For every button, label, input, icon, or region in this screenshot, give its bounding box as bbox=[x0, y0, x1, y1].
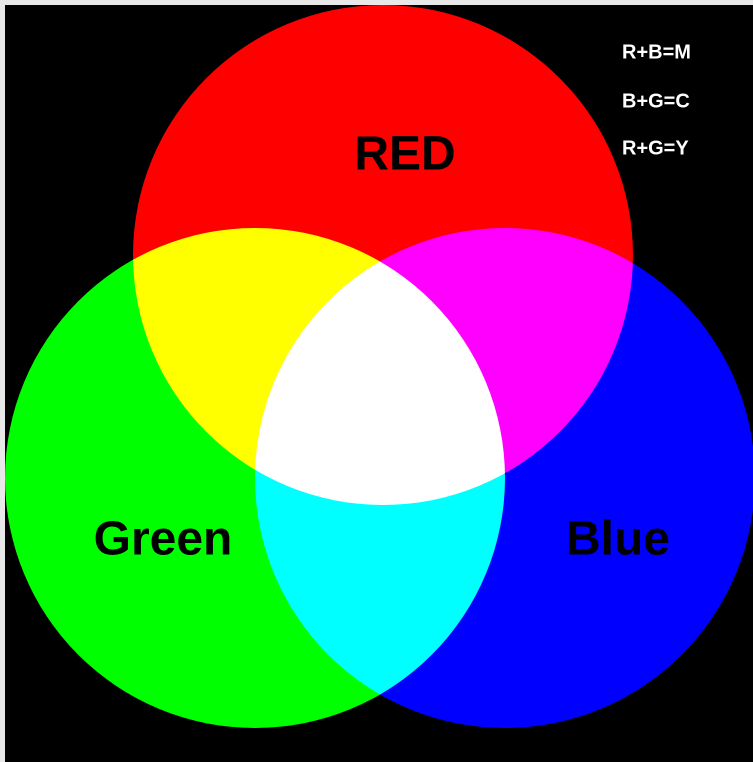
legend-entry: R+G=Y bbox=[622, 137, 689, 159]
circles bbox=[5, 5, 753, 728]
blue-label: Blue bbox=[566, 513, 670, 566]
green-label: Green bbox=[94, 513, 233, 566]
red-label: RED bbox=[354, 128, 455, 181]
legend-entry: B+G=C bbox=[622, 90, 690, 112]
blue-circle bbox=[255, 228, 753, 728]
legend-entry: R+B=M bbox=[622, 41, 691, 63]
